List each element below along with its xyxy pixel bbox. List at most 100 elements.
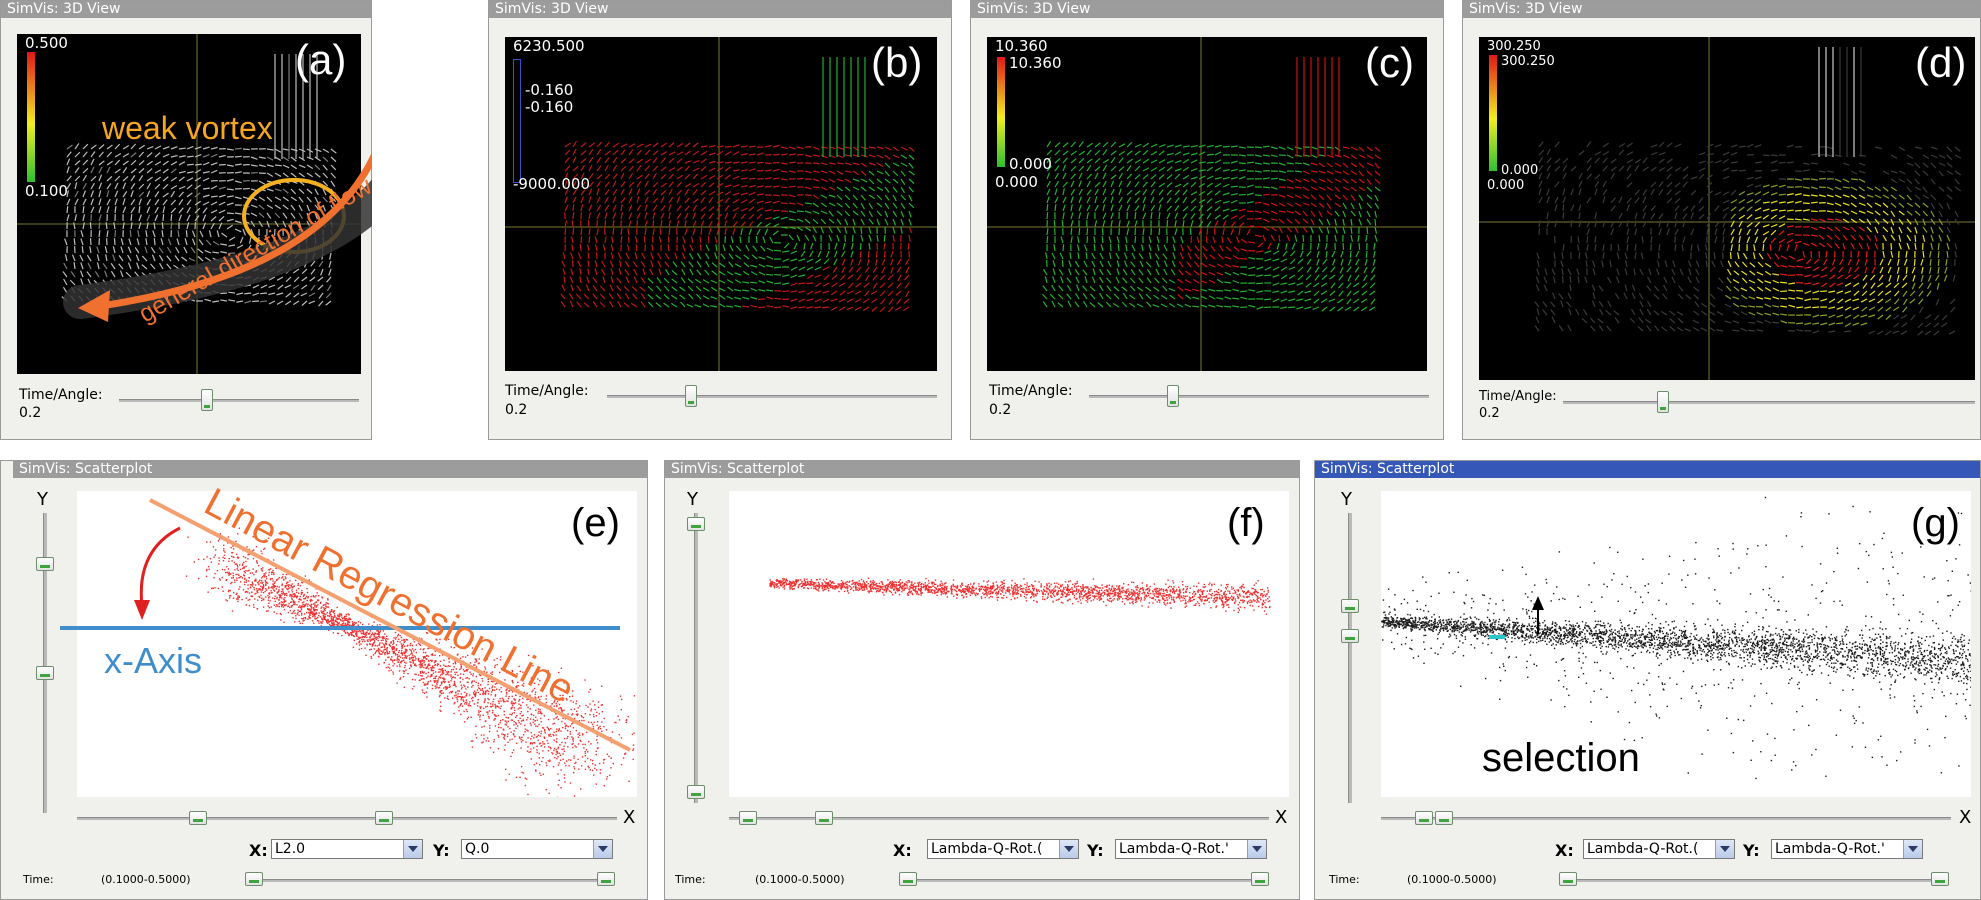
time-range-value: (0.1000-0.5000) <box>101 873 191 886</box>
x-range-slider-track[interactable] <box>729 817 1269 820</box>
window-title: SimVis: Scatterplot <box>665 461 1299 478</box>
y-field-label: Y: <box>1743 841 1760 860</box>
scatter-points <box>1381 496 1971 780</box>
panel-label: (c) <box>1365 39 1414 86</box>
time-slider-track[interactable] <box>1089 395 1429 398</box>
time-range-max-thumb[interactable] <box>597 872 615 886</box>
x-axis-label: X <box>623 807 636 828</box>
time-slider-track[interactable] <box>119 399 359 402</box>
x-range-max-thumb[interactable] <box>1435 811 1453 825</box>
chevron-down-icon[interactable] <box>1715 840 1734 858</box>
time-slider-track[interactable] <box>607 395 937 398</box>
x-field-select[interactable]: Lambda-Q-Rot.( <box>927 839 1079 859</box>
y-range-max-thumb[interactable] <box>1341 629 1359 643</box>
window-3d-view-b: SimVis: 3D View 6230.500 -0.160 -0.160 -… <box>488 0 952 440</box>
time-slider-thumb[interactable] <box>1167 385 1179 407</box>
window-title: SimVis: 3D View <box>971 1 1443 18</box>
time-range-max-thumb[interactable] <box>1931 872 1949 886</box>
color-legend <box>27 52 35 182</box>
panel-label: (f) <box>1227 501 1265 545</box>
render-view[interactable]: 300.250 300.250 0.000 0.000 (d) <box>1479 37 1975 380</box>
chevron-down-icon[interactable] <box>1903 840 1922 858</box>
time-range-min-thumb[interactable] <box>899 872 917 886</box>
y-range-slider-track[interactable] <box>43 513 47 813</box>
vector-field <box>1479 37 1975 380</box>
point-cloud <box>185 527 636 797</box>
y-range-max-thumb[interactable] <box>36 666 54 680</box>
chevron-down-icon[interactable] <box>1059 840 1078 858</box>
y-range-slider-track[interactable] <box>694 513 698 803</box>
render-view[interactable]: 6230.500 -0.160 -0.160 -9000.000 (b) <box>505 37 937 371</box>
time-range-slider-track[interactable] <box>905 879 1265 882</box>
color-legend <box>1489 55 1497 171</box>
time-angle-value: 0.2 <box>19 405 42 421</box>
vector-field <box>505 37 937 371</box>
x-field-select[interactable]: L2.0 <box>271 839 423 859</box>
x-axis-label: X <box>1275 807 1288 828</box>
x-range-max-thumb[interactable] <box>375 811 393 825</box>
legend-min: 0.100 <box>25 182 68 200</box>
window-scatterplot-g: SimVis: Scatterplot Y (g) X X: Lambda-Q-… <box>1314 460 1981 900</box>
scatterplot-canvas[interactable]: (g) <box>1381 491 1971 797</box>
y-field-select[interactable]: Q.0 <box>461 839 613 859</box>
y-axis-label: Y <box>37 489 48 510</box>
y-range-min-thumb[interactable] <box>1341 599 1359 613</box>
x-range-slider-track[interactable] <box>1381 817 1951 820</box>
window-3d-view-c: SimVis: 3D View 10.360 10.360 0.000 0.00… <box>970 0 1444 440</box>
selection-highlight <box>1489 635 1505 639</box>
time-range-min-thumb[interactable] <box>245 872 263 886</box>
x-field-label: X: <box>1555 841 1574 860</box>
y-axis-label: Y <box>687 489 698 510</box>
x-field-select[interactable]: Lambda-Q-Rot.( <box>1583 839 1735 859</box>
legend-mid: -0.160 <box>525 81 574 99</box>
window-title: SimVis: Scatterplot <box>13 461 647 478</box>
time-angle-value: 0.2 <box>1479 406 1500 421</box>
time-range-slider-track[interactable] <box>1565 879 1945 882</box>
x-field-label: X: <box>893 841 912 860</box>
scatterplot-canvas[interactable]: (f) <box>729 491 1289 797</box>
x-range-slider-track[interactable] <box>77 817 617 820</box>
x-range-min-thumb[interactable] <box>739 811 757 825</box>
y-range-min-thumb[interactable] <box>36 557 54 571</box>
time-angle-value: 0.2 <box>989 402 1012 418</box>
x-range-max-thumb[interactable] <box>815 811 833 825</box>
time-label: Time: <box>1329 873 1360 886</box>
chevron-down-icon[interactable] <box>403 840 422 858</box>
x-field-value: Lambda-Q-Rot.( <box>1587 841 1699 857</box>
window-title: SimVis: 3D View <box>489 1 951 18</box>
x-range-min-thumb[interactable] <box>1415 811 1433 825</box>
legend-min: -9000.000 <box>513 175 590 193</box>
x-axis-annotation: x-Axis <box>104 640 202 681</box>
time-range-value: (0.1000-0.5000) <box>1407 873 1497 886</box>
y-field-label: Y: <box>1087 841 1104 860</box>
time-label: Time: <box>23 873 54 886</box>
time-slider-track[interactable] <box>1563 401 1975 404</box>
chevron-down-icon[interactable] <box>1247 840 1266 858</box>
y-range-max-thumb[interactable] <box>687 785 705 799</box>
x-field-value: Lambda-Q-Rot.( <box>931 841 1043 857</box>
legend-min-2: 0.000 <box>995 173 1038 191</box>
time-slider-thumb[interactable] <box>685 385 697 407</box>
point-cloud <box>769 577 1271 615</box>
legend-max: 10.360 <box>995 37 1048 55</box>
window-title: SimVis: Scatterplot <box>1315 461 1980 478</box>
chevron-down-icon[interactable] <box>593 840 612 858</box>
y-range-min-thumb[interactable] <box>687 517 705 531</box>
time-range-min-thumb[interactable] <box>1559 872 1577 886</box>
time-slider-thumb[interactable] <box>1657 391 1669 413</box>
x-range-min-thumb[interactable] <box>189 811 207 825</box>
panel-label: (a) <box>295 36 347 83</box>
time-angle-label: Time/Angle: <box>989 383 1073 399</box>
render-view[interactable]: 10.360 10.360 0.000 0.000 (c) <box>987 37 1427 371</box>
time-angle-label: Time/Angle: <box>19 387 103 403</box>
panel-label: (b) <box>871 39 923 86</box>
y-field-select[interactable]: Lambda-Q-Rot.' <box>1115 839 1267 859</box>
time-slider-thumb[interactable] <box>201 389 213 411</box>
y-field-select[interactable]: Lambda-Q-Rot.' <box>1771 839 1923 859</box>
panel-label: (d) <box>1915 39 1967 86</box>
time-range-slider-track[interactable] <box>251 879 611 882</box>
time-range-max-thumb[interactable] <box>1251 872 1269 886</box>
flow-glyphs <box>560 57 915 313</box>
y-range-slider-track[interactable] <box>1348 513 1352 803</box>
legend-max: 6230.500 <box>513 37 585 55</box>
